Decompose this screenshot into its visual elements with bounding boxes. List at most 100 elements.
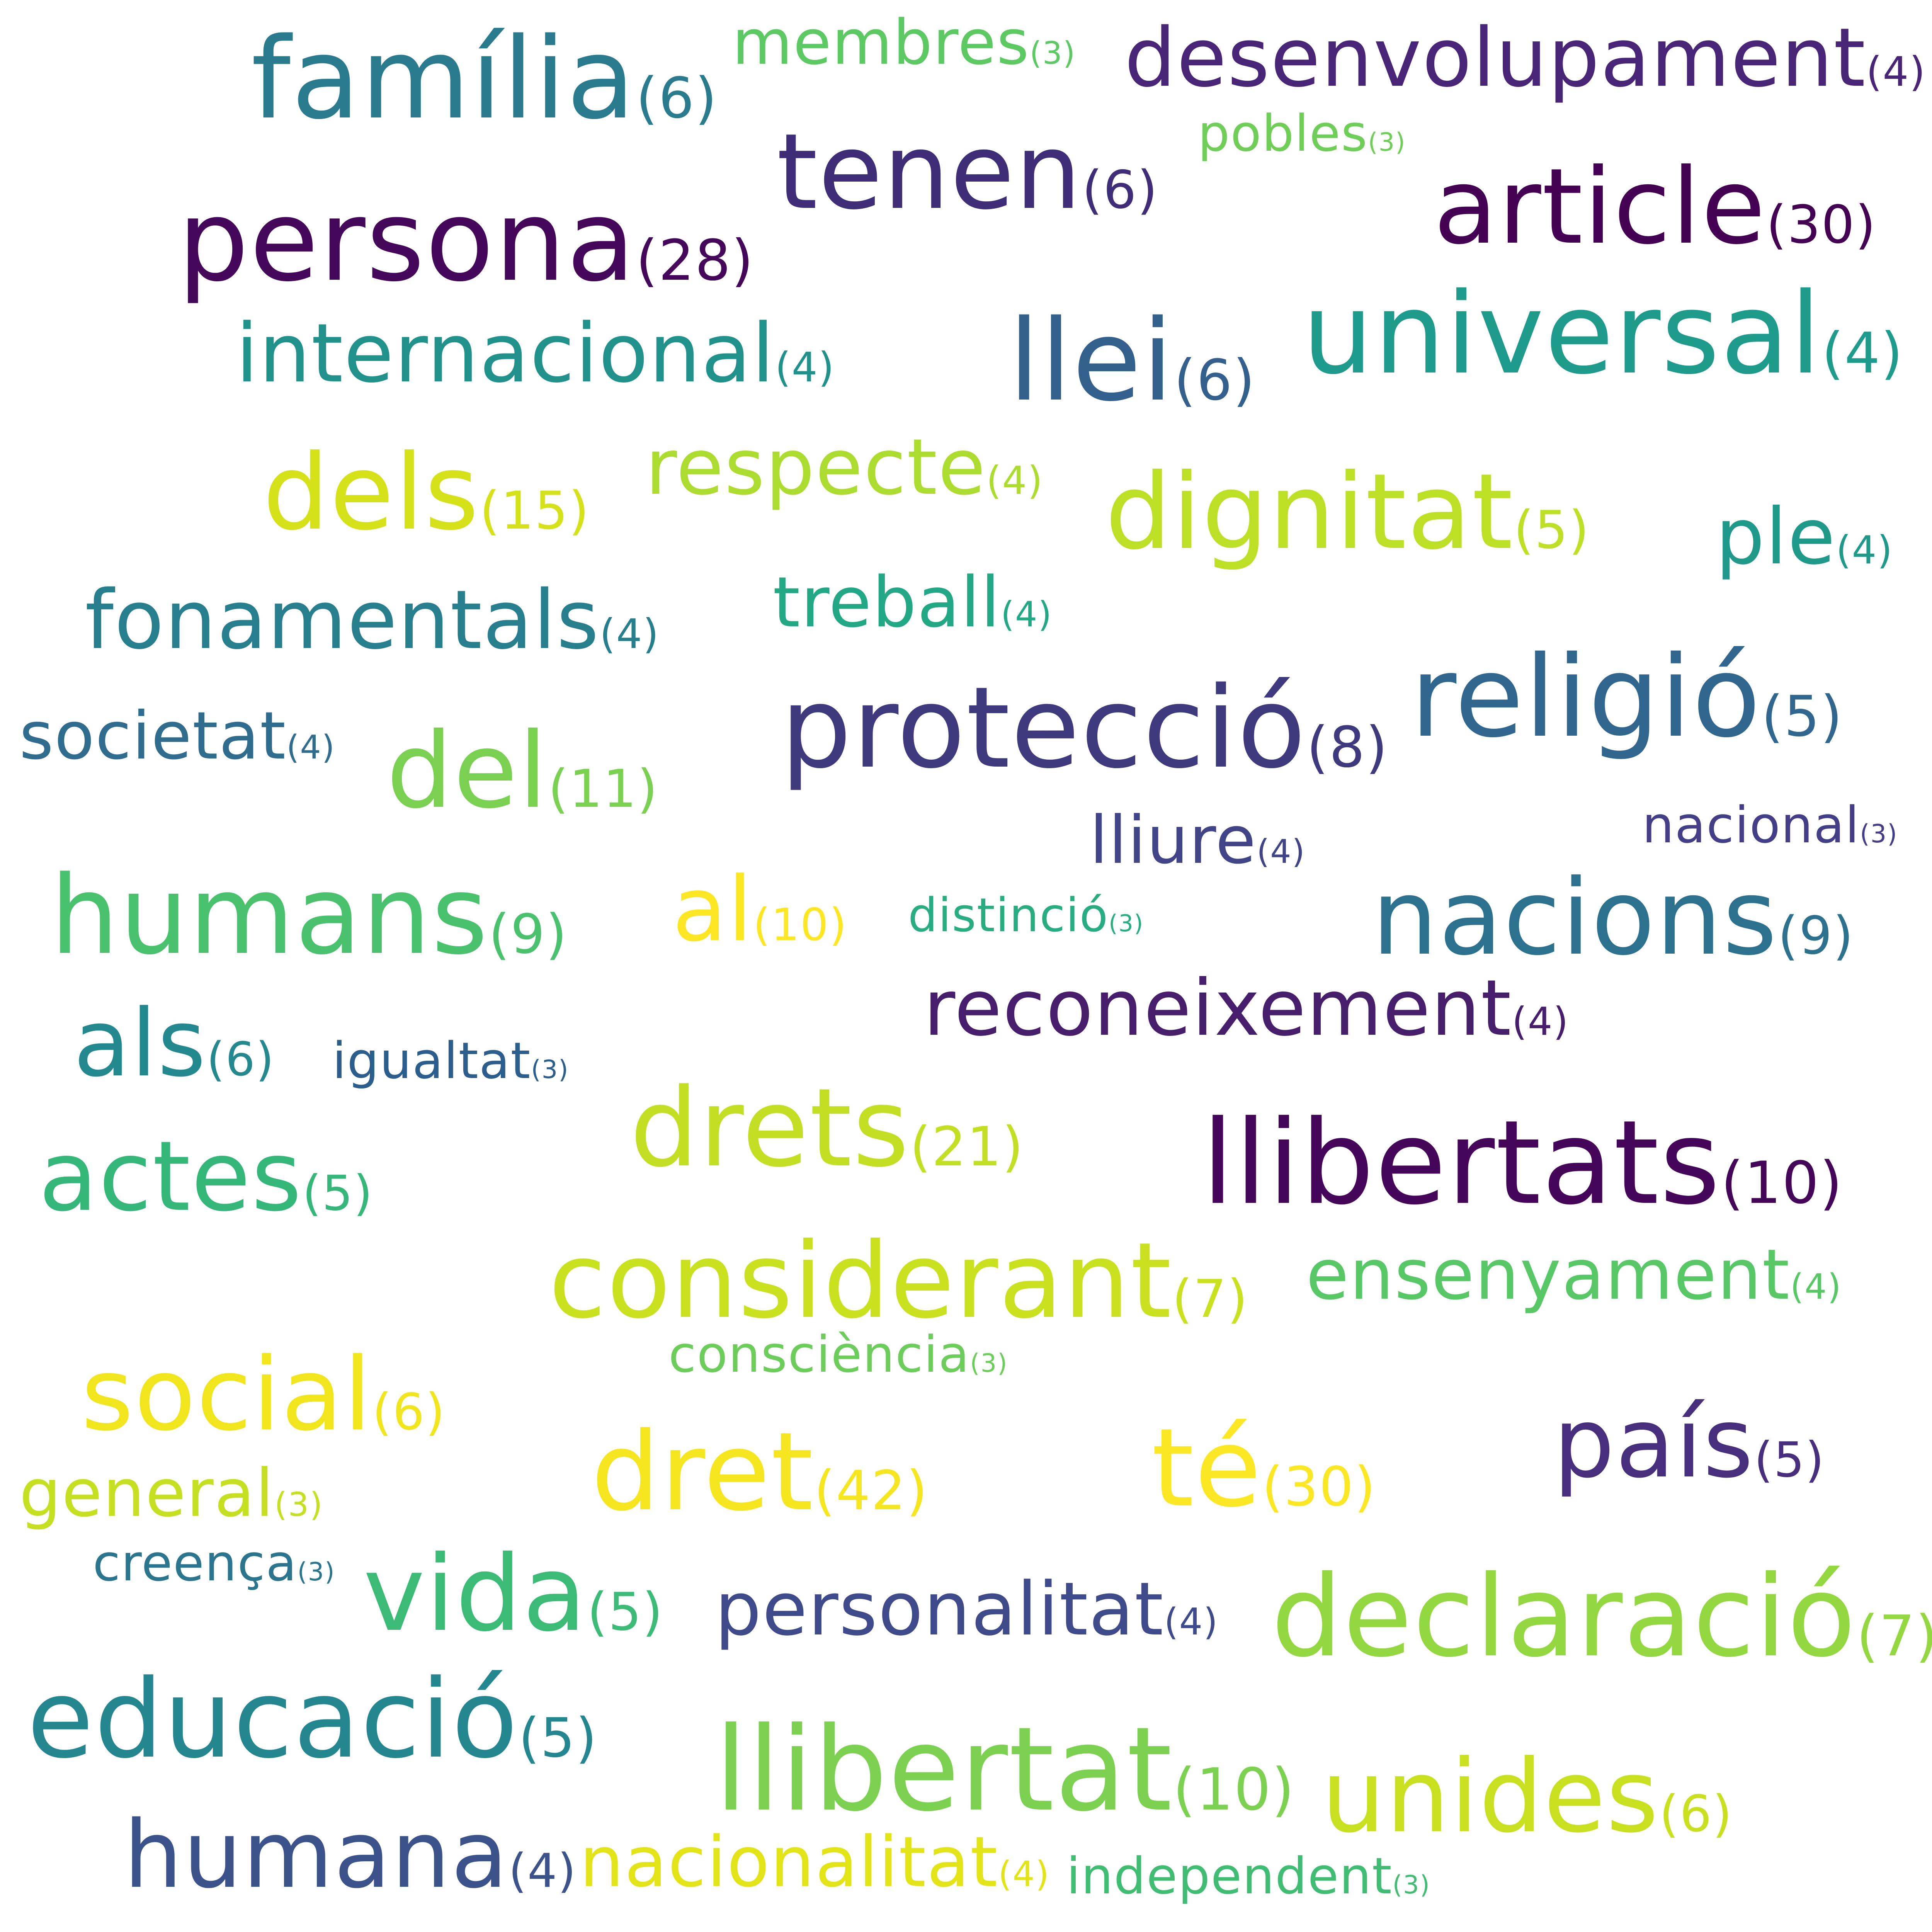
word-count: (3) — [1109, 910, 1144, 937]
word-count: (11) — [548, 759, 658, 819]
word-43: declaració(7) — [1271, 1561, 1932, 1673]
word-count: (3) — [1368, 128, 1406, 157]
word-25: nacions(9) — [1372, 866, 1854, 970]
word-text: personalitat — [715, 1566, 1164, 1652]
word-17: religió(5) — [1410, 641, 1843, 753]
word-0: família(6) — [251, 23, 718, 135]
word-text: dels — [263, 432, 480, 553]
word-text: independent — [1066, 1847, 1393, 1905]
word-text: internacional — [236, 306, 775, 401]
word-count: (6) — [1082, 160, 1158, 220]
word-text: protecció — [781, 663, 1307, 793]
word-30: llibertats(10) — [1202, 1105, 1843, 1221]
word-33: ensenyament(4) — [1306, 1240, 1842, 1310]
word-text: dignitat — [1105, 451, 1514, 573]
word-47: humana(4) — [124, 1808, 577, 1901]
word-count: (9) — [1778, 905, 1854, 966]
word-31: actes(5) — [39, 1128, 373, 1225]
word-text: nacional — [1642, 796, 1860, 854]
word-7: internacional(4) — [236, 313, 835, 394]
word-20: lliure(4) — [1090, 808, 1306, 873]
word-count: (5) — [1754, 1432, 1825, 1488]
word-8: llei(6) — [1009, 305, 1256, 417]
word-count: (21) — [910, 1116, 1024, 1179]
word-text: humana — [124, 1801, 509, 1909]
word-text: nacions — [1372, 857, 1778, 978]
word-text: declaració — [1271, 1552, 1857, 1682]
word-text: lliure — [1090, 802, 1257, 879]
word-count: (30) — [1262, 1456, 1376, 1519]
word-text: té — [1151, 1405, 1262, 1531]
word-text: drets — [630, 1065, 910, 1191]
word-text: article — [1434, 146, 1766, 267]
word-count: (7) — [1856, 1604, 1932, 1669]
word-text: del — [386, 710, 548, 832]
word-14: fonamentals(4) — [85, 580, 660, 661]
word-count: (30) — [1766, 194, 1877, 255]
word-text: desenvolupament — [1124, 10, 1866, 105]
word-count: (5) — [1514, 500, 1590, 560]
word-12: dignitat(5) — [1105, 460, 1590, 564]
word-text: vida — [363, 1533, 587, 1655]
word-count: (3) — [1392, 1871, 1430, 1900]
word-count: (4) — [1790, 1267, 1842, 1307]
word-count: (3) — [970, 1349, 1008, 1378]
word-21: nacional(3) — [1642, 800, 1898, 850]
word-count: (9) — [488, 903, 568, 966]
word-45: llibertat(10) — [715, 1712, 1295, 1828]
word-19: del(11) — [386, 719, 658, 823]
word-10: dels(15) — [263, 440, 590, 545]
word-count: (4) — [1821, 321, 1904, 386]
word-count: (6) — [636, 66, 718, 131]
word-text: educació — [27, 1656, 519, 1782]
word-count: (3) — [1029, 35, 1076, 71]
word-text: consciència — [668, 1325, 970, 1384]
word-49: independent(3) — [1066, 1851, 1430, 1901]
word-text: llibertat — [715, 1702, 1173, 1837]
word-26: reconeixement(4) — [923, 970, 1569, 1047]
word-count: (5) — [587, 1582, 663, 1642]
word-count: (28) — [636, 228, 754, 293]
word-16: protecció(8) — [781, 672, 1388, 784]
word-44: educació(5) — [27, 1665, 597, 1774]
word-count: (4) — [1512, 999, 1569, 1044]
word-count: (4) — [1000, 594, 1053, 635]
word-text: dret — [591, 1409, 814, 1535]
word-48: nacionalitat(4) — [580, 1828, 1050, 1897]
word-count: (10) — [1173, 1756, 1295, 1823]
word-32: considerant(7) — [549, 1229, 1248, 1333]
word-count: (42) — [814, 1459, 929, 1522]
word-count: (6) — [372, 1383, 446, 1441]
word-count: (4) — [599, 611, 660, 658]
word-38: país(5) — [1553, 1395, 1825, 1492]
word-count: (4) — [1866, 48, 1926, 95]
word-text: igualtat — [332, 1031, 531, 1090]
word-text: família — [251, 14, 636, 144]
word-text: llei — [1009, 296, 1174, 426]
word-count: (3) — [1860, 820, 1898, 849]
word-37: té(30) — [1151, 1414, 1376, 1522]
word-text: membres — [732, 6, 1030, 78]
word-count: (4) — [1836, 527, 1893, 573]
word-count: (10) — [1721, 1150, 1843, 1217]
word-count: (6) — [1659, 1784, 1733, 1843]
word-text: fonamentals — [85, 573, 600, 667]
word-28: igualtat(3) — [332, 1036, 569, 1086]
word-text: creença — [93, 1534, 298, 1592]
word-count: (7) — [1172, 1269, 1248, 1329]
word-15: treball(4) — [773, 568, 1052, 638]
word-count: (3) — [274, 1486, 323, 1524]
word-text: actes — [39, 1120, 303, 1233]
word-40: creença(3) — [93, 1538, 335, 1588]
word-count: (4) — [998, 1854, 1050, 1895]
word-text: considerant — [549, 1220, 1172, 1342]
word-1: membres(3) — [732, 12, 1076, 73]
word-text: llibertats — [1202, 1095, 1721, 1230]
word-41: vida(5) — [363, 1542, 663, 1646]
word-count: (15) — [480, 480, 590, 541]
word-3: pobles(3) — [1198, 108, 1406, 158]
word-text: als — [73, 989, 207, 1097]
word-count: (5) — [1761, 684, 1843, 749]
word-text: social — [81, 1337, 372, 1453]
word-text: país — [1553, 1387, 1754, 1499]
